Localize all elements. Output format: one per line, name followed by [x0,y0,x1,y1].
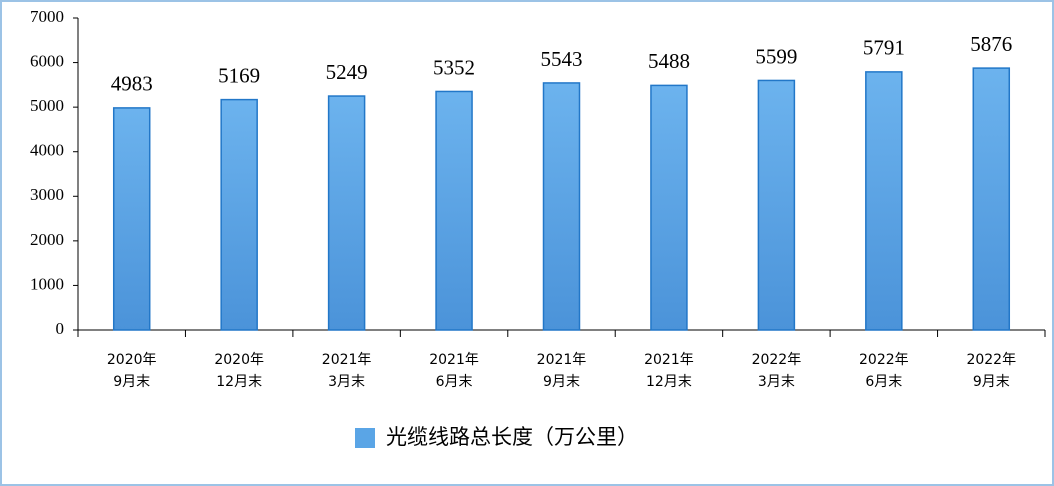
x-tick-label: 2022年 [966,352,1016,368]
legend-label: 光缆线路总长度（万公里） [386,425,638,449]
legend-swatch [355,428,375,448]
bar [650,84,688,331]
x-tick-label: 6月末 [436,374,473,390]
data-label: 5488 [648,49,690,73]
x-tick-label: 2021年 [537,352,587,368]
x-tick-label: 2021年 [429,352,479,368]
data-label: 5543 [541,47,583,71]
x-tick-label: 6月末 [865,374,902,390]
x-tick-label: 2022年 [752,352,802,368]
bar [865,71,903,331]
data-label: 5599 [755,44,797,68]
bar [327,95,366,331]
bar [972,67,1011,331]
x-tick-label: 12月末 [216,374,262,390]
y-tick-label: 3000 [30,185,64,204]
x-tick-label: 2020年 [107,352,157,368]
x-tick-label: 12月末 [646,374,692,390]
y-tick-label: 6000 [30,51,64,70]
data-label: 5169 [218,63,260,87]
x-tick-label: 3月末 [758,374,795,390]
x-tick-label: 9月末 [113,374,150,390]
data-label: 5249 [326,60,368,84]
bar [542,82,581,331]
bar [757,79,796,331]
bar [220,98,258,331]
y-tick-label: 5000 [30,96,64,115]
x-tick-label: 2021年 [322,352,372,368]
x-tick-label: 3月末 [328,374,365,390]
x-tick-label: 2020年 [214,352,264,368]
y-tick-label: 2000 [30,230,64,249]
x-tick-label: 9月末 [543,374,580,390]
y-tick-label: 4000 [30,141,64,160]
bar [112,107,151,331]
data-label: 5876 [970,32,1012,56]
x-tick-label: 2021年 [644,352,694,368]
data-label: 5352 [433,55,475,79]
data-label: 5791 [863,36,905,60]
x-tick-label: 9月末 [973,374,1010,390]
x-tick-label: 2022年 [859,352,909,368]
bar [435,90,473,331]
data-label: 4983 [111,72,153,96]
y-tick-label: 1000 [30,274,64,293]
y-tick-label: 0 [56,319,65,338]
y-tick-label: 7000 [30,7,64,26]
